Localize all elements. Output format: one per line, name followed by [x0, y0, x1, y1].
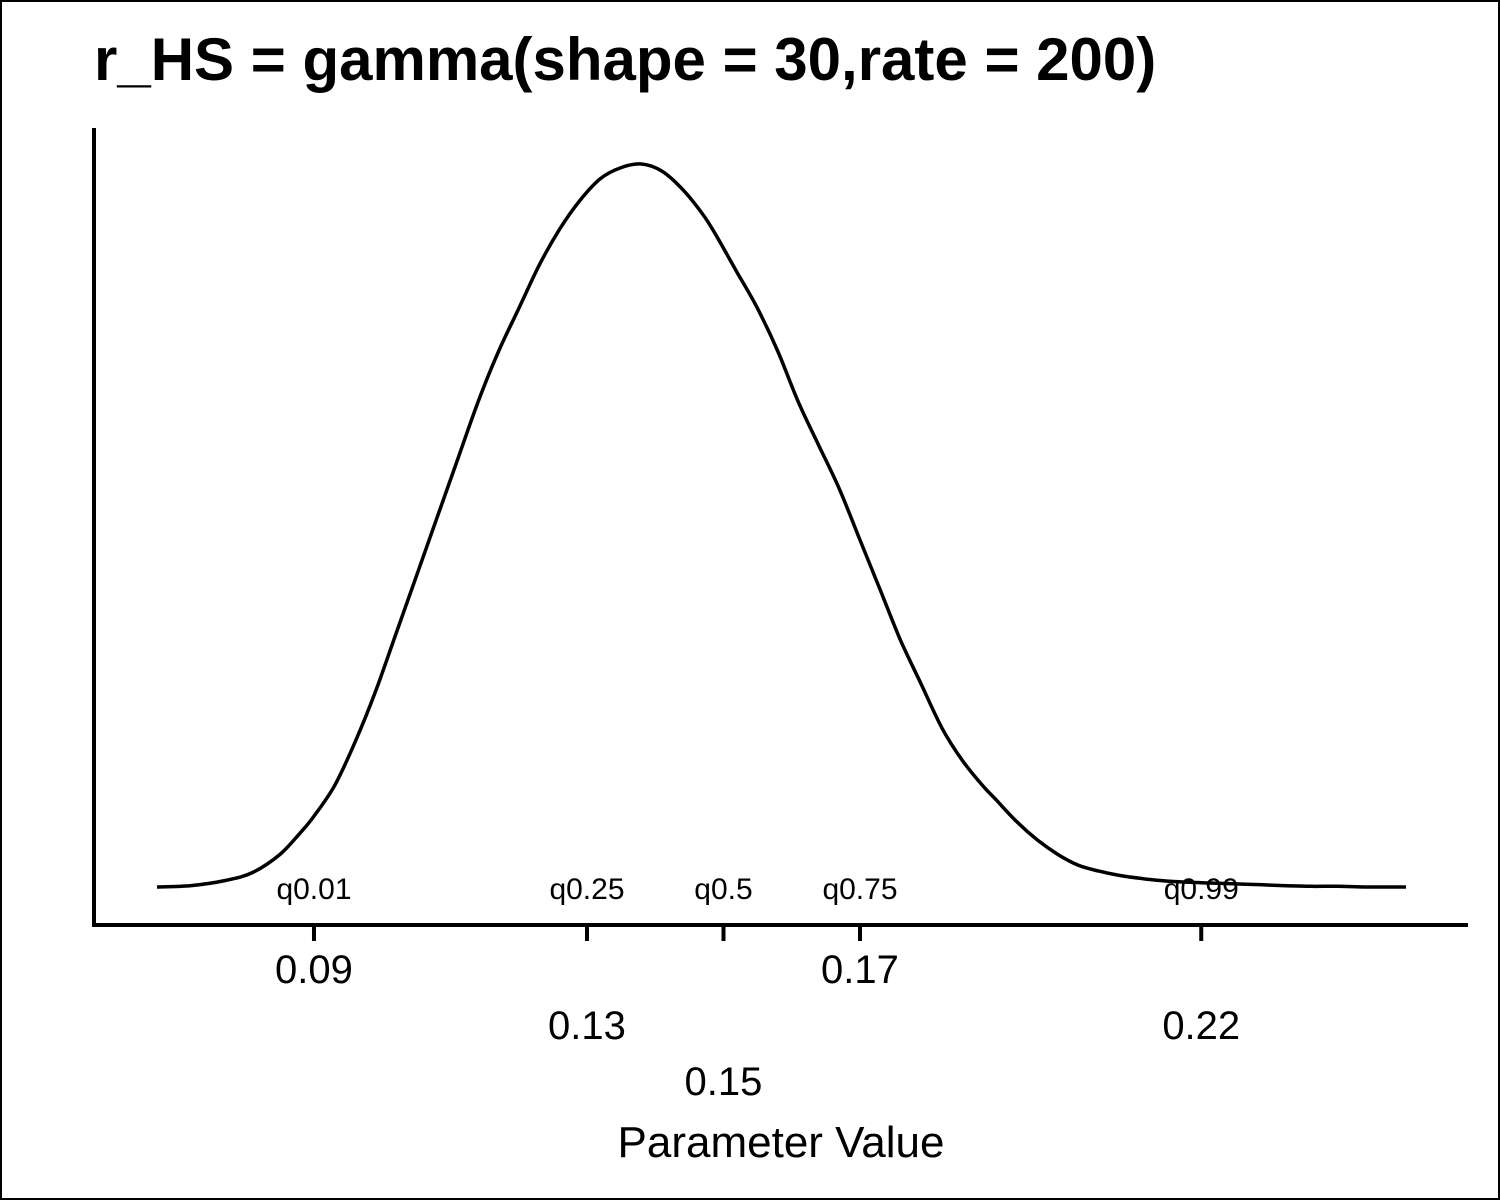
x-tick-label: 0.22	[1162, 1004, 1240, 1048]
quantile-label: q0.99	[1164, 873, 1239, 906]
x-tick-label: 0.15	[685, 1060, 763, 1104]
x-tick-label: 0.17	[821, 948, 899, 992]
quantile-label: q0.01	[276, 873, 351, 906]
x-tick-label: 0.09	[275, 948, 353, 992]
density-curve	[156, 162, 1406, 889]
quantile-label: q0.25	[549, 873, 624, 906]
quantile-label: q0.75	[822, 873, 897, 906]
x-axis-label: Parameter Value	[618, 1118, 945, 1167]
quantile-markers: q0.01 0.09 q0.25 0.13 q0.5 0.15 q0.75 0.17 q0.99…	[275, 873, 1240, 1104]
quantile-label: q0.5	[694, 873, 752, 906]
chart-title: r_HS = gamma(shape = 30,rate = 200)	[94, 26, 1157, 93]
x-tick-label: 0.13	[548, 1004, 626, 1048]
